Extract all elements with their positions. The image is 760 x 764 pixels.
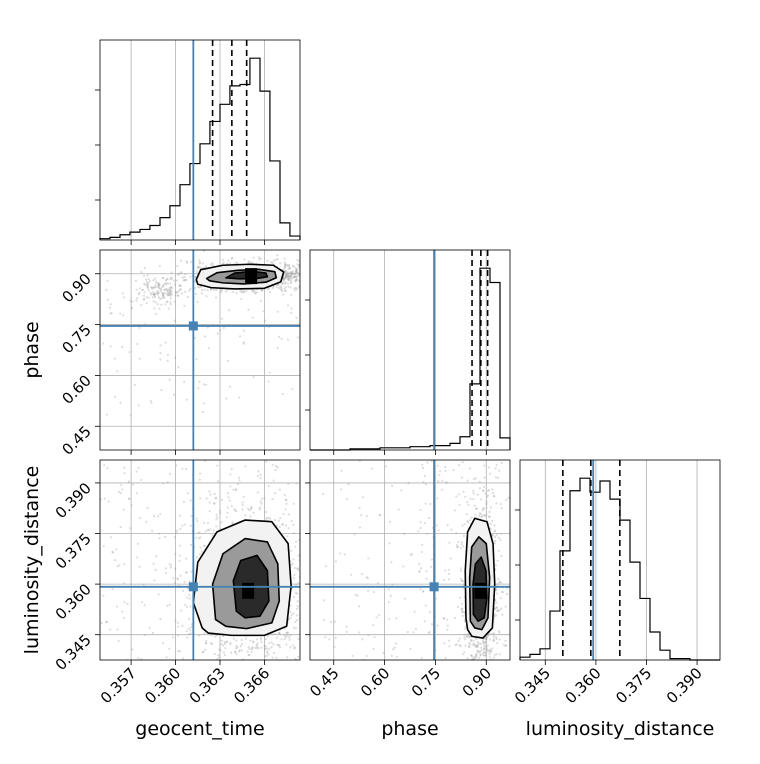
contour-line-level-2 [205, 268, 278, 285]
axis-labels: geocent_time phase luminosity_distance p… [21, 321, 714, 740]
truth-marker [188, 582, 198, 592]
density-peak-block [242, 582, 255, 599]
histogram-bar [550, 611, 560, 660]
histogram-step-line [310, 267, 511, 451]
histogram-bar [280, 223, 290, 240]
truth-marker [188, 321, 198, 331]
grid-lines [333, 250, 487, 450]
histogram-bar [620, 520, 630, 660]
contour-line-level-1 [195, 263, 285, 290]
y-axis-label-luminosity-distance: luminosity_distance [21, 466, 43, 655]
panel-border [99, 39, 301, 241]
contour-line-level-1 [464, 517, 496, 639]
x-axis-label-phase: phase [381, 718, 438, 740]
panel-border [99, 459, 301, 661]
histogram-bar [130, 232, 140, 240]
x-axis-label-geocent-time: geocent_time [135, 718, 264, 740]
truth-marker [429, 582, 439, 592]
x-axis-label-luminosity-distance: luminosity_distance [526, 718, 715, 740]
contour-line-level-2 [211, 537, 281, 630]
y-axis-label-phase: phase [21, 321, 43, 378]
contour-line-level-2 [468, 536, 491, 631]
histogram-bar [540, 649, 550, 660]
histogram-bar [410, 447, 420, 450]
histogram-bar [450, 443, 460, 450]
histogram-bar [570, 491, 580, 660]
histogram-bar [600, 481, 610, 660]
panels: 0.345 0.360 0.375 0.3900.450.600.750.900.35… [52, 39, 721, 707]
histogram-bar [440, 446, 450, 450]
histogram-bar [560, 551, 570, 660]
histogram-step-line [99, 57, 301, 240]
histogram-bar [580, 478, 590, 660]
density-layer [100, 250, 300, 450]
histogram-bar [180, 185, 190, 240]
histogram-bar [290, 236, 300, 240]
histogram-bar [610, 499, 620, 660]
histogram-bar [460, 437, 470, 450]
histogram-bar [650, 632, 660, 660]
grid-lines [130, 40, 265, 240]
histogram-bar [630, 562, 640, 660]
histogram-bar [530, 654, 540, 660]
histogram-panel-geocent-time [95, 39, 301, 245]
histogram-bar [190, 164, 200, 240]
density-panel-geocent-time-vs-phase: 0.450.600.750.90 [58, 249, 301, 459]
histogram-bar [250, 58, 260, 240]
panel-background [310, 250, 510, 450]
histogram-bar [170, 206, 180, 240]
grid-lines [544, 460, 698, 660]
histogram-bar [260, 91, 270, 240]
panel-border [519, 459, 721, 661]
histogram-bar [150, 226, 160, 240]
histogram-step-line [519, 477, 720, 661]
histogram-bar [120, 235, 130, 240]
histogram-bar [490, 283, 500, 450]
histogram-panel-phase [305, 249, 511, 455]
contour-line-level-1 [192, 519, 292, 637]
histogram-bar [210, 121, 220, 240]
density-layer [310, 460, 510, 660]
contour-line-level-3 [472, 556, 488, 623]
histogram-bar [160, 218, 170, 240]
histogram-bar [140, 229, 150, 240]
histogram-bar [430, 446, 440, 450]
histogram-bar [200, 144, 210, 240]
density-layer [100, 460, 300, 660]
histogram-bar [270, 161, 280, 240]
panel-border [309, 249, 511, 451]
histogram-bar [660, 650, 670, 660]
histogram-bar [240, 85, 250, 240]
histogram-bar [220, 104, 230, 240]
panel-background [100, 40, 300, 240]
density-panel-phase-vs-luminosity-distance: 0.45 0.60 0.75 0.90 [305, 459, 511, 700]
contour-line-level-3 [232, 554, 270, 619]
histogram-bar [520, 657, 530, 660]
panel-border [309, 459, 511, 661]
histogram-bar [420, 447, 430, 450]
density-peak-block [474, 582, 487, 599]
contour-line-level-3 [225, 270, 269, 280]
histogram-bar [500, 438, 510, 450]
panel-border [99, 249, 301, 451]
histogram-bar [640, 598, 650, 660]
